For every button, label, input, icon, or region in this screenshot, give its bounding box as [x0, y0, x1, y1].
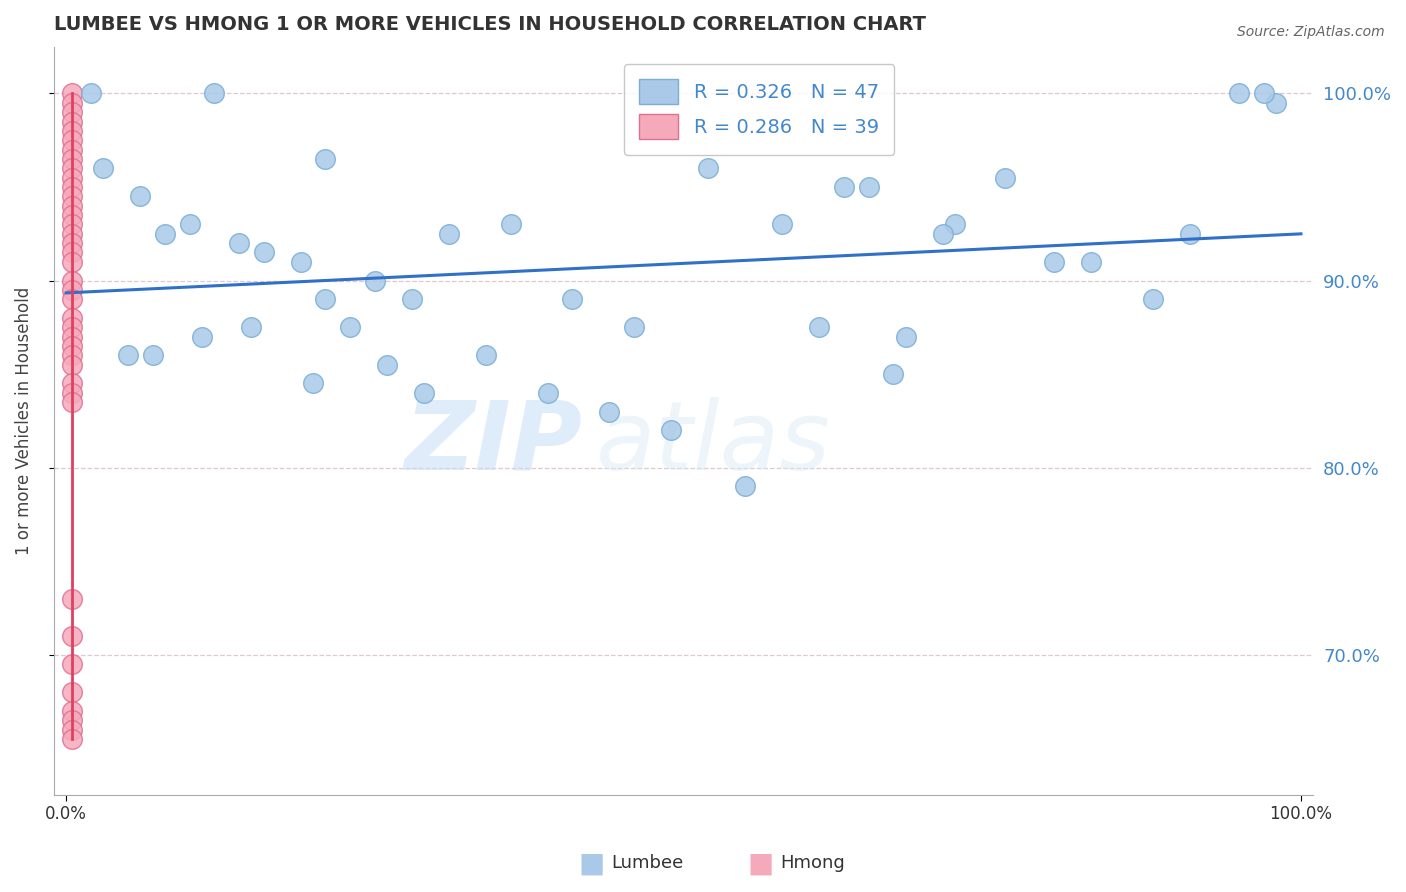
Point — [60, 395, 83, 409]
Point — [1043, 255, 1066, 269]
Point — [401, 292, 423, 306]
Point — [734, 479, 756, 493]
Legend: R = 0.326   N = 47, R = 0.286   N = 39: R = 0.326 N = 47, R = 0.286 N = 39 — [624, 64, 894, 154]
Point — [60, 339, 83, 353]
Point — [60, 731, 83, 746]
Point — [60, 199, 83, 213]
Point — [1265, 95, 1288, 110]
Point — [302, 376, 325, 391]
Point — [413, 385, 436, 400]
Point — [808, 320, 831, 334]
Point — [60, 376, 83, 391]
Point — [364, 274, 387, 288]
Point — [60, 358, 83, 372]
Point — [290, 255, 312, 269]
Point — [60, 189, 83, 203]
Point — [499, 218, 522, 232]
Point — [598, 404, 620, 418]
Point — [882, 367, 904, 381]
Point — [60, 310, 83, 325]
Point — [60, 292, 83, 306]
Point — [142, 348, 165, 362]
Point — [60, 143, 83, 157]
Text: atlas: atlas — [595, 397, 831, 490]
Point — [253, 245, 276, 260]
Point — [537, 385, 560, 400]
Y-axis label: 1 or more Vehicles in Household: 1 or more Vehicles in Household — [15, 286, 32, 555]
Point — [60, 629, 83, 643]
Point — [60, 591, 83, 606]
Point — [60, 124, 83, 138]
Point — [60, 685, 83, 699]
Point — [240, 320, 263, 334]
Point — [697, 161, 720, 176]
Point — [770, 218, 793, 232]
Point — [60, 348, 83, 362]
Point — [60, 329, 83, 343]
Point — [437, 227, 460, 241]
Point — [832, 180, 855, 194]
Text: ■: ■ — [578, 849, 605, 878]
Point — [60, 218, 83, 232]
Point — [60, 255, 83, 269]
Point — [60, 170, 83, 185]
Point — [60, 227, 83, 241]
Point — [339, 320, 361, 334]
Point — [60, 236, 83, 251]
Point — [994, 170, 1017, 185]
Point — [1253, 87, 1275, 101]
Point — [60, 133, 83, 147]
Point — [117, 348, 139, 362]
Point — [60, 274, 83, 288]
Point — [60, 713, 83, 727]
Point — [91, 161, 114, 176]
Point — [228, 236, 250, 251]
Point — [623, 320, 645, 334]
Point — [375, 358, 398, 372]
Text: ■: ■ — [747, 849, 773, 878]
Point — [80, 87, 103, 101]
Text: Hmong: Hmong — [780, 855, 845, 872]
Point — [60, 208, 83, 222]
Point — [129, 189, 152, 203]
Point — [1227, 87, 1250, 101]
Point — [60, 245, 83, 260]
Point — [314, 152, 336, 166]
Point — [932, 227, 955, 241]
Point — [60, 87, 83, 101]
Point — [60, 704, 83, 718]
Point — [60, 657, 83, 671]
Point — [1142, 292, 1164, 306]
Point — [60, 320, 83, 334]
Point — [60, 180, 83, 194]
Point — [475, 348, 498, 362]
Point — [894, 329, 917, 343]
Point — [60, 105, 83, 120]
Point — [60, 161, 83, 176]
Point — [858, 180, 880, 194]
Point — [60, 385, 83, 400]
Point — [943, 218, 966, 232]
Point — [179, 218, 201, 232]
Point — [659, 423, 682, 437]
Point — [1080, 255, 1102, 269]
Text: ZIP: ZIP — [405, 397, 583, 490]
Text: LUMBEE VS HMONG 1 OR MORE VEHICLES IN HOUSEHOLD CORRELATION CHART: LUMBEE VS HMONG 1 OR MORE VEHICLES IN HO… — [53, 15, 925, 34]
Point — [202, 87, 225, 101]
Point — [60, 114, 83, 128]
Point — [191, 329, 214, 343]
Point — [314, 292, 336, 306]
Point — [60, 723, 83, 737]
Text: Source: ZipAtlas.com: Source: ZipAtlas.com — [1237, 25, 1385, 39]
Point — [60, 152, 83, 166]
Point — [153, 227, 176, 241]
Point — [561, 292, 583, 306]
Text: Lumbee: Lumbee — [612, 855, 683, 872]
Point — [60, 95, 83, 110]
Point — [1178, 227, 1201, 241]
Point — [60, 283, 83, 297]
